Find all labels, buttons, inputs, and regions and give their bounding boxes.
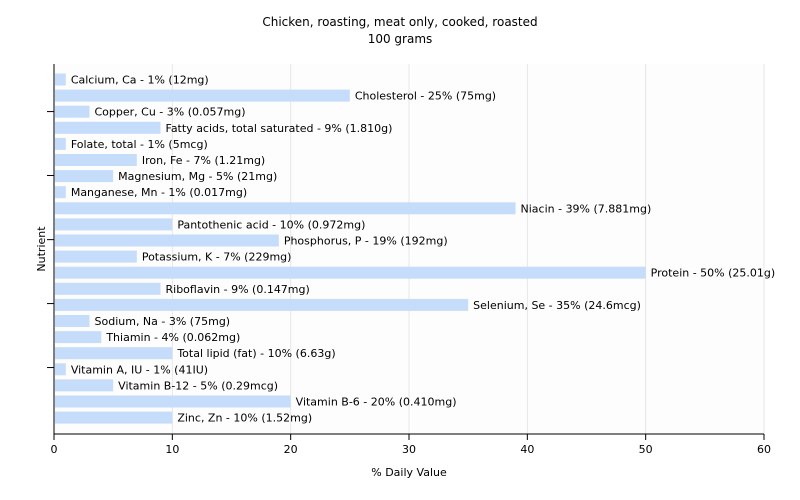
bar-label: Vitamin B-6 - 20% (0.410mg) — [296, 396, 457, 409]
bar — [55, 138, 66, 150]
bar — [55, 299, 468, 311]
bar — [55, 315, 90, 327]
x-tick-label: 30 — [402, 443, 416, 456]
bar — [55, 347, 172, 359]
x-tick-label: 0 — [51, 443, 58, 456]
x-tick-label: 20 — [284, 443, 298, 456]
x-tick-label: 60 — [757, 443, 771, 456]
bar — [55, 202, 516, 214]
x-axis-ticks: 0 10 20 30 40 50 60 — [51, 434, 772, 456]
bar-label: Total lipid (fat) - 10% (6.63g) — [176, 347, 335, 360]
bar-label: Cholesterol - 25% (75mg) — [355, 90, 496, 103]
x-tick-label: 50 — [639, 443, 653, 456]
bar — [55, 122, 161, 134]
bar-label: Calcium, Ca - 1% (12mg) — [71, 74, 209, 87]
bar — [55, 74, 66, 86]
bar-label: Thiamin - 4% (0.062mg) — [105, 331, 240, 344]
bar — [55, 186, 66, 198]
bar-label: Phosphorus, P - 19% (192mg) — [284, 235, 448, 248]
bar — [55, 363, 66, 375]
bar — [55, 170, 113, 182]
bar-label: Selenium, Se - 35% (24.6mcg) — [473, 299, 641, 312]
bar-label: Niacin - 39% (7.881mg) — [521, 202, 652, 215]
bar — [55, 412, 172, 424]
bar — [55, 90, 350, 102]
bar-label: Manganese, Mn - 1% (0.017mg) — [71, 186, 247, 199]
bar-label: Zinc, Zn - 10% (1.52mg) — [177, 412, 312, 425]
bar-label: Potassium, K - 7% (229mg) — [142, 251, 292, 264]
bar-label: Copper, Cu - 3% (0.057mg) — [95, 106, 246, 119]
bar-label: Vitamin A, IU - 1% (41IU) — [71, 363, 208, 376]
bar — [55, 379, 113, 391]
bar-label: Folate, total - 1% (5mcg) — [71, 138, 208, 151]
bar-label: Iron, Fe - 7% (1.21mg) — [142, 154, 265, 167]
bar — [55, 106, 90, 118]
bar-label: Magnesium, Mg - 5% (21mg) — [118, 170, 277, 183]
bar — [55, 396, 291, 408]
bar — [55, 267, 646, 279]
x-axis-label: % Daily Value — [371, 466, 447, 479]
bar — [55, 251, 137, 263]
bar-label: Riboflavin - 9% (0.147mg) — [166, 283, 310, 296]
bar — [55, 218, 172, 230]
bar-label: Pantothenic acid - 10% (0.972mg) — [177, 218, 365, 231]
bar — [55, 283, 161, 295]
bar-label: Sodium, Na - 3% (75mg) — [95, 315, 231, 328]
bar — [55, 154, 137, 166]
x-tick-label: 10 — [165, 443, 179, 456]
bar — [55, 331, 101, 343]
bar — [55, 235, 279, 247]
x-tick-label: 40 — [520, 443, 534, 456]
y-axis-label: Nutrient — [35, 226, 48, 272]
bar-label: Fatty acids, total saturated - 9% (1.810… — [166, 122, 393, 135]
bar-label: Protein - 50% (25.01g) — [651, 267, 776, 280]
bar-label: Vitamin B-12 - 5% (0.29mcg) — [118, 379, 278, 392]
